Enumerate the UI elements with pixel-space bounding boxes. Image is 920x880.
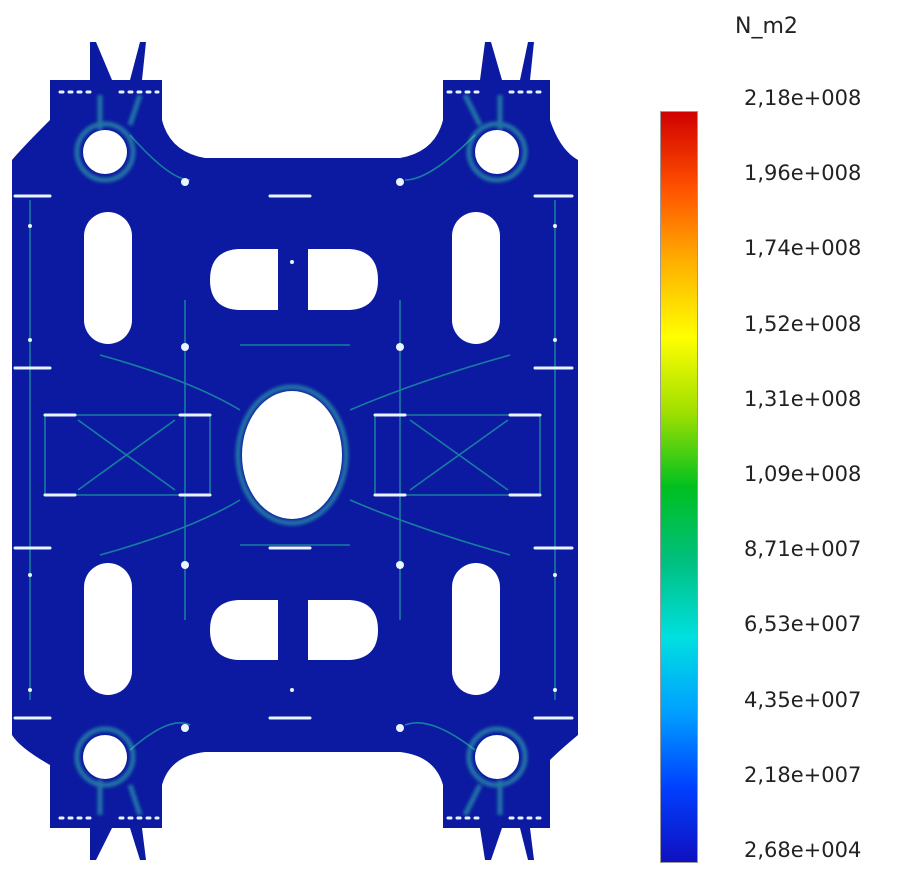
scale-tick-label: 2,18e+008 (744, 86, 862, 110)
center-hole (242, 391, 342, 519)
cutouts (83, 130, 519, 779)
scale-tick-label: 1,96e+008 (744, 161, 862, 186)
color-scale-bar (660, 111, 698, 863)
slot (84, 563, 132, 695)
scale-tick-label: 1,09e+008 (744, 462, 862, 486)
scale-tick-label: 1,52e+008 (744, 311, 862, 336)
scale-tick-label: 2,18e+007 (744, 762, 862, 787)
mount-hole (83, 735, 127, 779)
scale-tick-label: 1,74e+008 (744, 236, 862, 261)
slot (84, 212, 132, 344)
scale-tick-label: 1,31e+008 (744, 386, 862, 411)
d-cutout (210, 600, 278, 660)
unit-label: N_m2 (735, 14, 798, 39)
mount-hole (475, 735, 519, 779)
slot (452, 563, 500, 695)
mount-hole (475, 130, 519, 174)
d-cutout (210, 249, 278, 310)
d-cutout (308, 600, 378, 660)
scale-tick-label: 2,68e+004 (744, 838, 862, 862)
scale-tick-label: 8,71e+007 (744, 537, 862, 562)
markers (13, 90, 574, 820)
mount-hole (83, 130, 127, 174)
marker-dots (28, 178, 557, 732)
d-cutout (308, 249, 378, 310)
scale-tick-label: 4,35e+007 (744, 687, 862, 712)
scale-tick-label: 6,53e+007 (744, 612, 862, 637)
slot (452, 212, 500, 344)
stress-glow (74, 93, 528, 817)
